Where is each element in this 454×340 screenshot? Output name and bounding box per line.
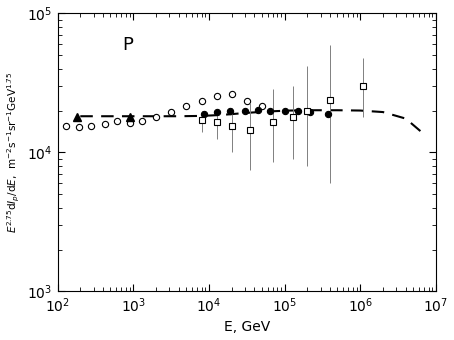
X-axis label: E, GeV: E, GeV (223, 320, 270, 335)
Y-axis label: $E^{2.75}$d$I_p$/d$E$,  m$^{-2}$s$^{-1}$sr$^{-1}$GeV$^{1.75}$: $E^{2.75}$d$I_p$/d$E$, m$^{-2}$s$^{-1}$s… (5, 72, 22, 233)
Text: P: P (122, 35, 133, 53)
